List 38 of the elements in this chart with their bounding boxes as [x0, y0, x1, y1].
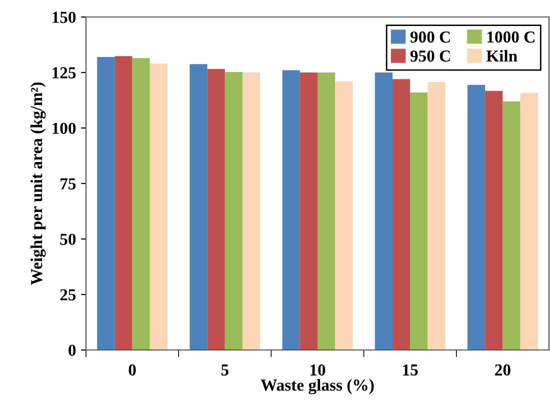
bar	[114, 56, 132, 350]
bar	[468, 84, 486, 350]
x-tick-label: 5	[221, 364, 228, 376]
x-axis-title: Waste glass (%)	[260, 379, 374, 394]
bar	[224, 72, 242, 350]
y-tick-label: 0	[68, 344, 76, 356]
legend-label: 950 C	[410, 50, 450, 62]
x-tick-label: 15	[403, 364, 418, 376]
x-tick-label: 0	[128, 364, 136, 376]
legend-label: Kiln	[486, 50, 518, 62]
bar	[410, 92, 428, 350]
bar	[282, 70, 300, 350]
y-tick-label: 150	[52, 12, 76, 23]
bar	[300, 72, 318, 350]
bar	[190, 64, 208, 350]
bar	[318, 72, 336, 350]
bar	[428, 82, 446, 350]
legend-label: 900 C	[410, 31, 450, 43]
bar	[207, 68, 225, 350]
bar	[374, 72, 393, 350]
bar	[132, 58, 150, 350]
bar	[242, 72, 260, 350]
bar	[485, 90, 503, 350]
bar	[97, 56, 115, 350]
bar	[335, 81, 353, 350]
y-tick-label: 50	[60, 234, 76, 245]
bar	[520, 92, 538, 350]
y-tick-label: 25	[60, 289, 76, 300]
x-tick-label: 10	[310, 364, 326, 376]
y-tick-label: 100	[52, 122, 76, 134]
bar	[392, 79, 410, 350]
y-axis-title: Weight per unit area (kg/m²)	[30, 82, 46, 285]
y-tick-label: 75	[60, 178, 76, 190]
bar	[150, 64, 168, 350]
x-tick-label: 20	[495, 364, 510, 376]
bar	[502, 101, 520, 350]
legend-label: 1000 C	[487, 31, 534, 43]
y-tick-label: 125	[52, 67, 76, 78]
